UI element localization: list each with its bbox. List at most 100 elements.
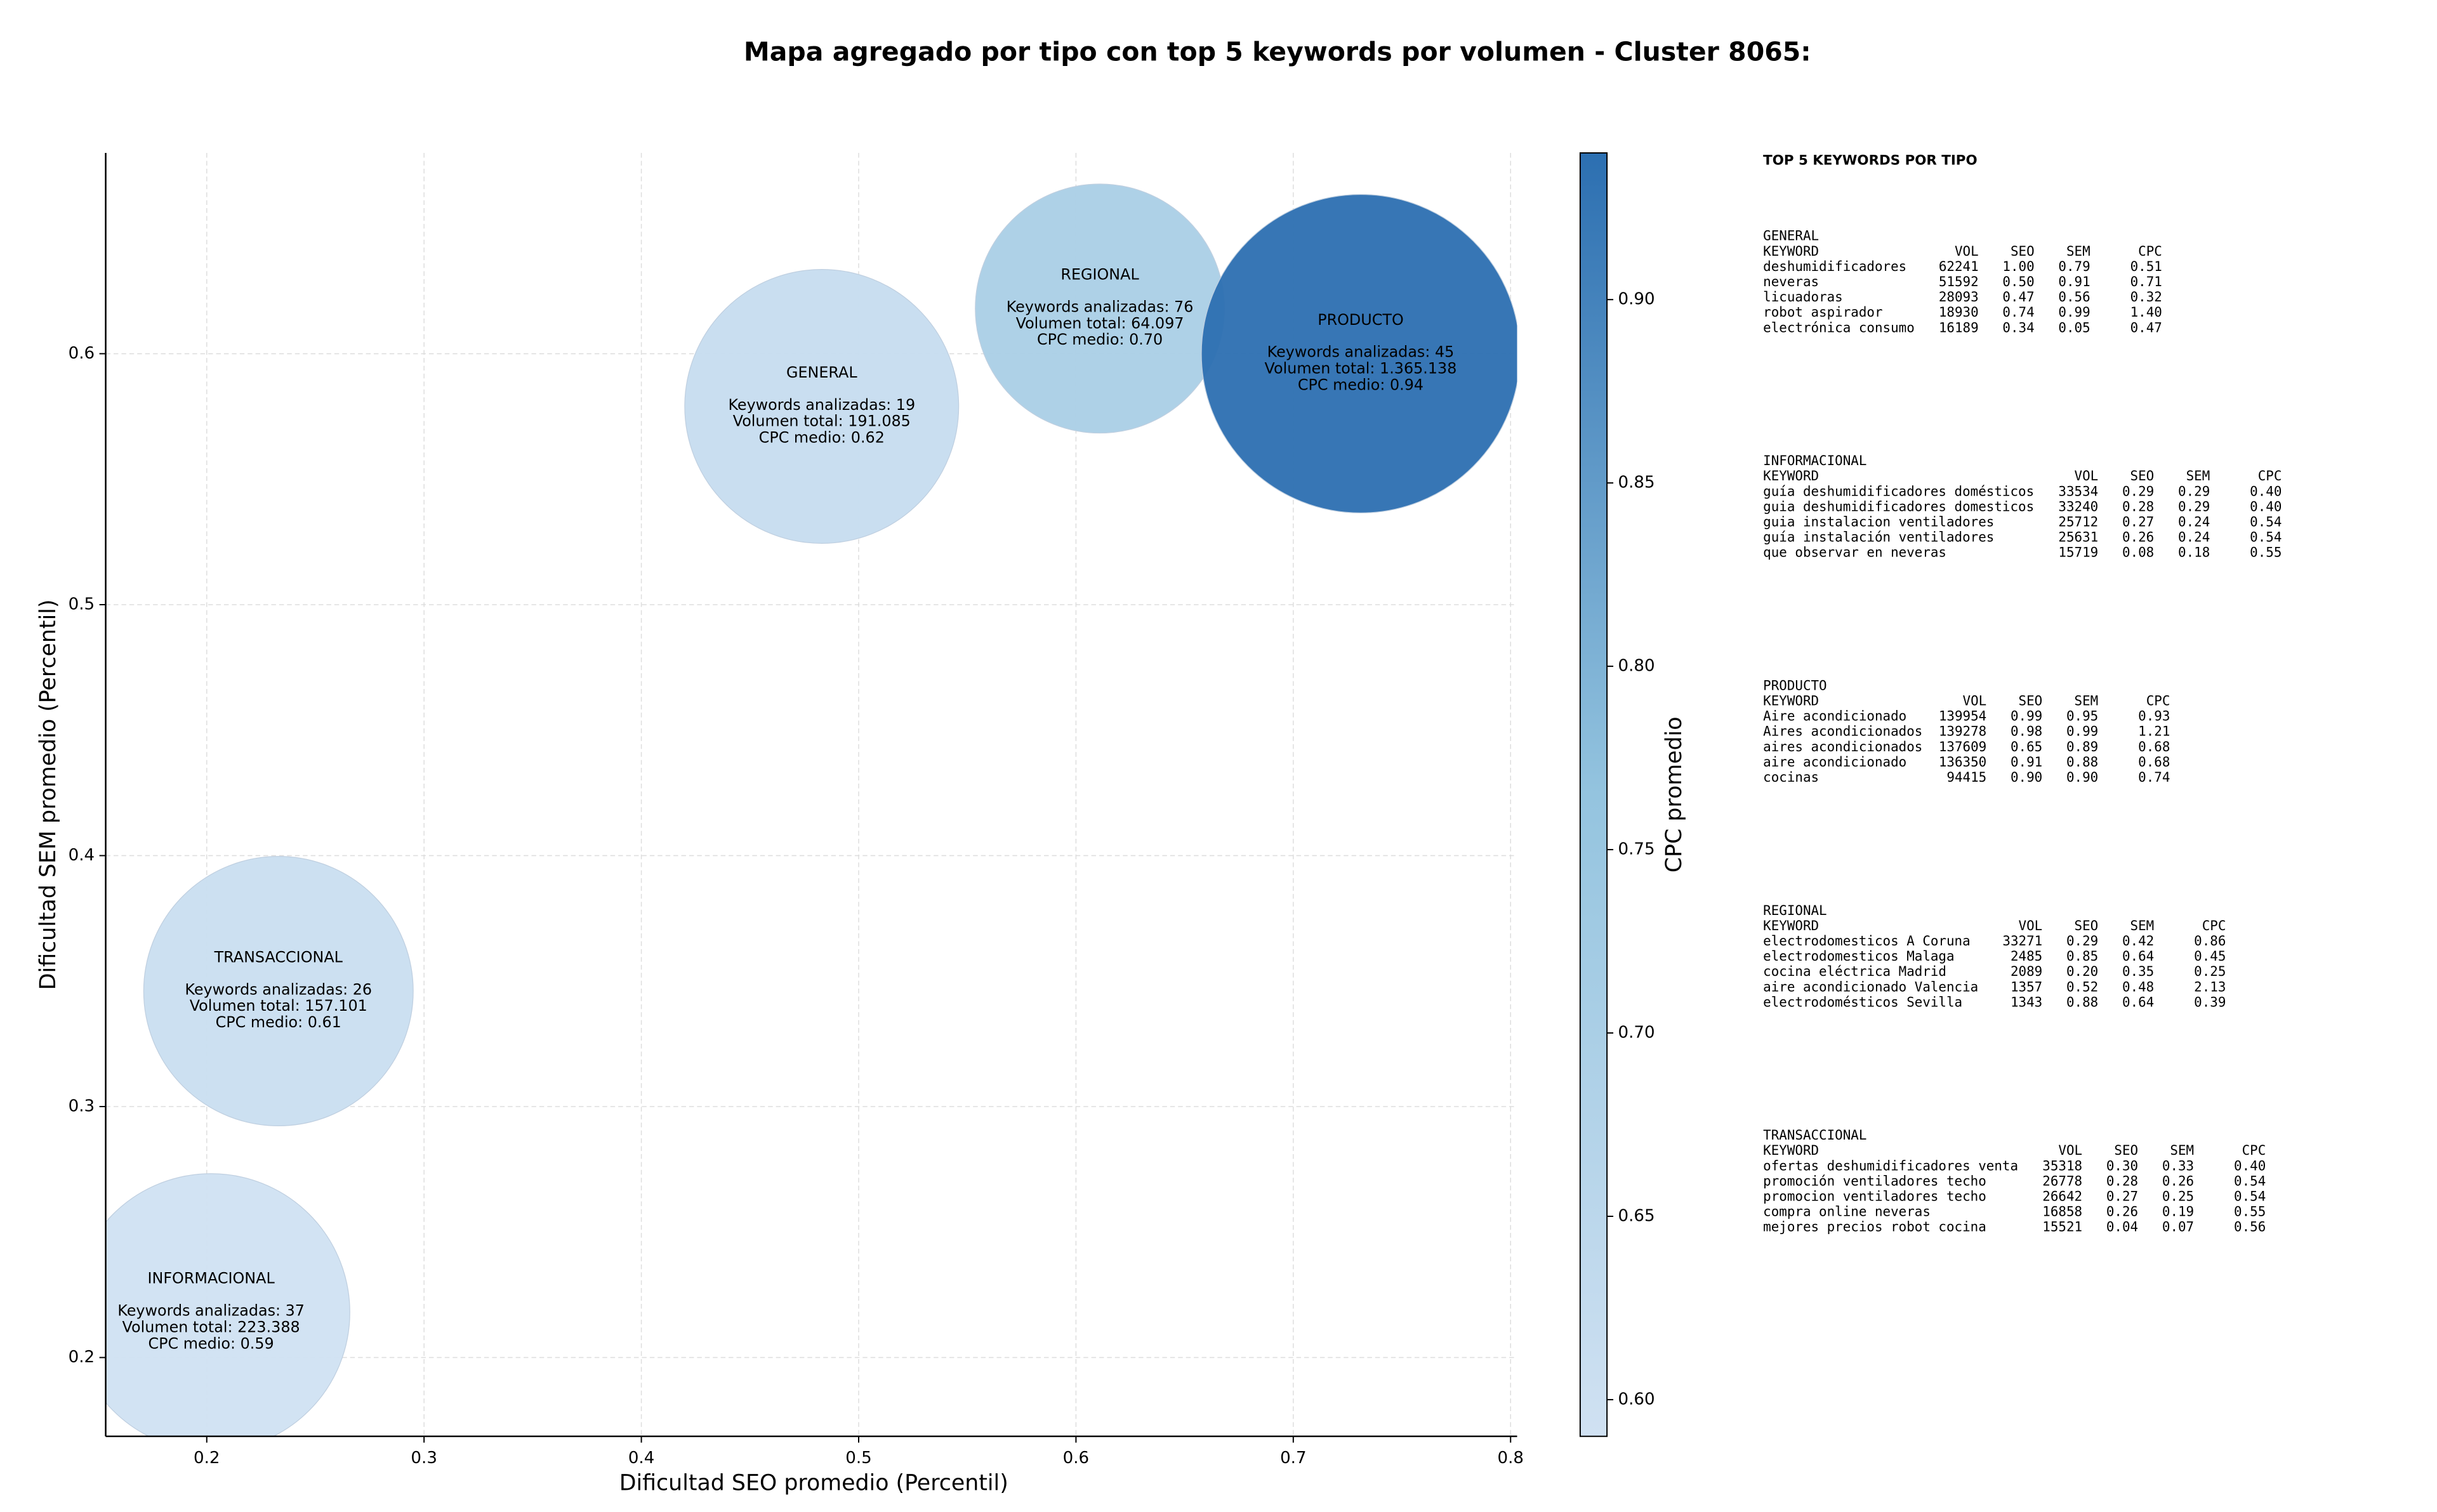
table-row: 0.40 xyxy=(2250,483,2282,499)
table-row: 0.99 xyxy=(2011,709,2042,724)
bubble-text: Volumen total: 157.101 xyxy=(190,997,367,1015)
table-row: 2089 xyxy=(2011,964,2042,979)
table-row: 25712 xyxy=(2058,514,2098,529)
bubble-text: CPC medio: 0.62 xyxy=(759,428,885,446)
table-row: 0.04 xyxy=(2106,1219,2138,1235)
table-row: 0.19 xyxy=(2162,1204,2194,1219)
table-row: cocina eléctrica Madrid xyxy=(1763,964,1946,979)
table-row: 0.86 xyxy=(2194,933,2226,949)
table-row: 0.71 xyxy=(2130,274,2162,289)
table-row: 26642 xyxy=(2042,1189,2082,1204)
y-tick-label: 0.3 xyxy=(69,1097,95,1116)
table-row: 0.90 xyxy=(2066,770,2098,785)
table-row: 0.54 xyxy=(2250,514,2282,529)
table-header: KEYWORD xyxy=(1763,468,1819,483)
bubble-text: Volumen total: 1.365.138 xyxy=(1265,360,1457,378)
table-header: VOL xyxy=(2019,918,2043,933)
panel-title: TOP 5 KEYWORDS POR TIPO xyxy=(1763,152,1977,168)
table-row: 1.00 xyxy=(2002,259,2034,274)
table-row: ofertas deshumidificadores venta xyxy=(1763,1158,2018,1173)
table-row: electrodomesticos Malaga xyxy=(1763,949,1954,964)
table-row: neveras xyxy=(1763,274,1819,289)
x-tick-label: 0.3 xyxy=(411,1449,437,1468)
x-tick-label: 0.2 xyxy=(194,1449,220,1468)
table-row: robot aspirador xyxy=(1763,305,1882,320)
table-row: 0.54 xyxy=(2250,530,2282,545)
table-row: 0.08 xyxy=(2122,545,2154,560)
table-row: 137609 xyxy=(1939,739,1986,754)
bubble-text: Volumen total: 223.388 xyxy=(122,1318,300,1336)
colorbar-tick-label: 0.70 xyxy=(1618,1023,1655,1042)
table-header: CPC xyxy=(2202,918,2226,933)
x-tick-label: 0.8 xyxy=(1497,1449,1523,1468)
table-row: 0.56 xyxy=(2058,289,2090,305)
colorbar-tick-label: 0.80 xyxy=(1618,657,1655,676)
x-tick-label: 0.4 xyxy=(628,1449,654,1468)
bubble-text: Volumen total: 64.097 xyxy=(1016,314,1184,332)
bubble-name: REGIONAL xyxy=(1060,266,1139,284)
table-row: 0.28 xyxy=(2106,1173,2138,1188)
table-row: 0.48 xyxy=(2122,979,2154,994)
table-row: 0.35 xyxy=(2122,964,2154,979)
bubble-text: CPC medio: 0.59 xyxy=(149,1334,274,1352)
table-row: 0.25 xyxy=(2162,1189,2194,1204)
table-row: 94415 xyxy=(1946,770,1986,785)
colorbar-tick-label: 0.75 xyxy=(1618,840,1655,859)
table-row: 1.40 xyxy=(2130,305,2162,320)
table-row: 0.24 xyxy=(2178,530,2210,545)
table-row: 0.39 xyxy=(2194,994,2226,1009)
table-row: 0.47 xyxy=(2130,320,2162,335)
table-row: 0.07 xyxy=(2162,1219,2194,1235)
table-row: 0.26 xyxy=(2106,1204,2138,1219)
bubble-text: Volumen total: 191.085 xyxy=(733,412,911,430)
table-row: 0.65 xyxy=(2011,739,2042,754)
table-row: 1357 xyxy=(2011,979,2042,994)
table-row: 0.89 xyxy=(2066,739,2098,754)
table-row: 0.93 xyxy=(2138,709,2170,724)
table-row: 136350 xyxy=(1939,754,1986,770)
table-row: 0.33 xyxy=(2162,1158,2194,1173)
table-row: 0.91 xyxy=(2058,274,2090,289)
bubble xyxy=(1201,194,1517,513)
bubble-text: Keywords analizadas: 26 xyxy=(185,980,372,998)
table-row: aire acondicionado Valencia xyxy=(1763,979,1978,994)
bubble-text: Keywords analizadas: 76 xyxy=(1007,298,1194,316)
table-row: 0.05 xyxy=(2058,320,2090,335)
table-row: 0.29 xyxy=(2178,483,2210,499)
table-row: 0.29 xyxy=(2066,933,2098,949)
chart-title: Mapa agregado por tipo con top 5 keyword… xyxy=(744,36,1811,67)
table-row: 0.55 xyxy=(2234,1204,2266,1219)
table-row: deshumidificadores xyxy=(1763,259,1906,274)
table-row: 0.64 xyxy=(2122,994,2154,1009)
table-row: 0.50 xyxy=(2002,274,2034,289)
y-tick-label: 0.6 xyxy=(69,344,95,363)
table-row: 0.54 xyxy=(2234,1173,2266,1188)
table-header: KEYWORD xyxy=(1763,918,1819,933)
table-row: 33240 xyxy=(2058,499,2098,514)
table-row: 0.30 xyxy=(2106,1158,2138,1173)
table-row: 139278 xyxy=(1939,724,1986,739)
table-row: 0.91 xyxy=(2011,754,2042,770)
group-name: REGIONAL xyxy=(1763,903,1826,918)
table-row: 0.26 xyxy=(2122,530,2154,545)
colorbar-tick-label: 0.65 xyxy=(1618,1206,1655,1225)
bubble-text: CPC medio: 0.94 xyxy=(1298,376,1423,393)
x-axis-label: Dificultad SEO promedio (Percentil) xyxy=(619,1470,1008,1496)
table-row: 0.85 xyxy=(2066,949,2098,964)
table-row: promoción ventiladores techo xyxy=(1763,1173,1986,1188)
table-row: 28093 xyxy=(1939,289,1979,305)
table-row: 0.18 xyxy=(2178,545,2210,560)
y-tick-label: 0.5 xyxy=(69,595,95,614)
table-header: KEYWORD xyxy=(1763,1143,1819,1158)
table-header: KEYWORD xyxy=(1763,694,1819,709)
table-row: 0.98 xyxy=(2011,724,2042,739)
table-row: guia instalacion ventiladores xyxy=(1763,514,1994,529)
x-tick-label: 0.6 xyxy=(1063,1449,1089,1468)
table-header: CPC xyxy=(2146,694,2170,709)
table-row: 0.55 xyxy=(2250,545,2282,560)
table-header: VOL xyxy=(2058,1143,2082,1158)
x-tick-label: 0.5 xyxy=(845,1449,871,1468)
table-row: 0.79 xyxy=(2058,259,2090,274)
